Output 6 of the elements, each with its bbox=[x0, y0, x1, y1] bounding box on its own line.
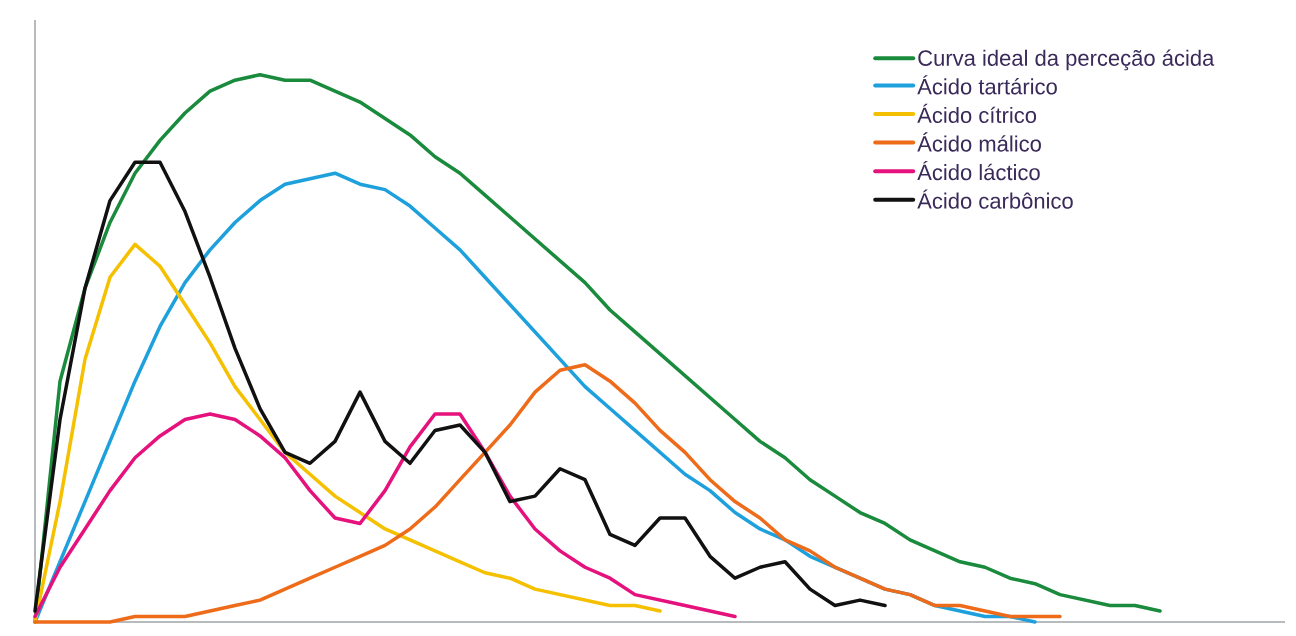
legend-label: Ácido carbônico bbox=[917, 189, 1073, 209]
legend-label: Ácido láctico bbox=[917, 160, 1040, 181]
legend-label: Ácido málico bbox=[917, 132, 1041, 152]
legend-label: Ácido tartárico bbox=[917, 75, 1057, 95]
legend-label: Ácido cítrico bbox=[917, 103, 1037, 124]
legend-label: Curva ideal da perceção ácida bbox=[918, 49, 1215, 71]
